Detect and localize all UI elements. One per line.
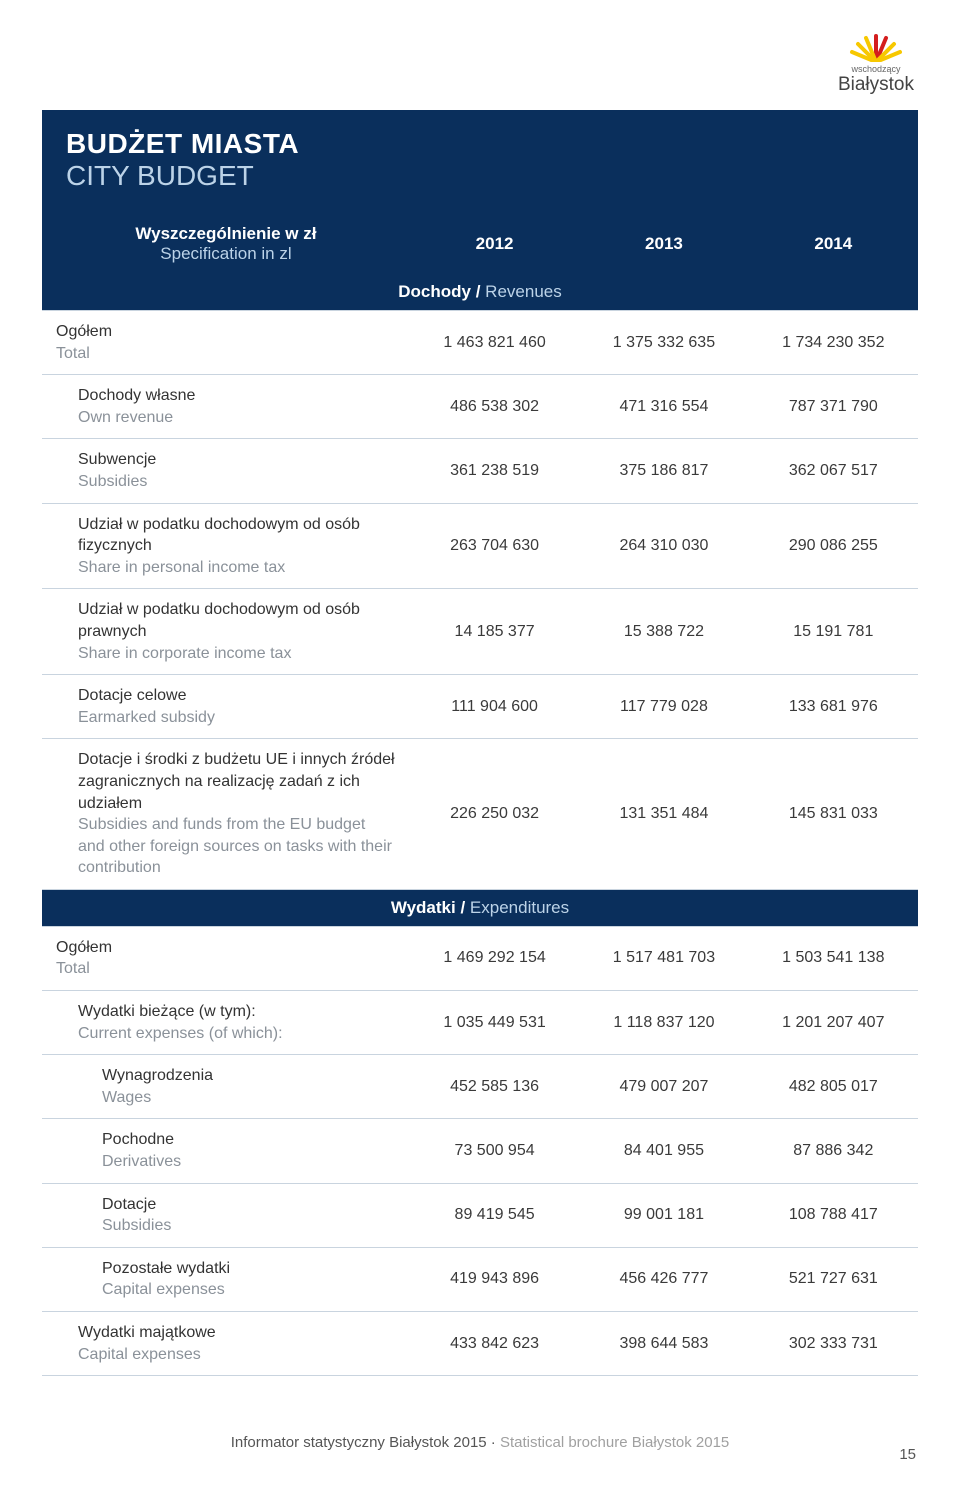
table-row: Wydatki majątkoweCapital expenses433 842… bbox=[42, 1312, 918, 1376]
row-label: SubwencjeSubsidies bbox=[42, 439, 410, 503]
cell-value: 362 067 517 bbox=[749, 439, 918, 503]
row-label: Wydatki majątkoweCapital expenses bbox=[42, 1312, 410, 1376]
cell-value: 263 704 630 bbox=[410, 503, 579, 589]
cell-value: 108 788 417 bbox=[749, 1183, 918, 1247]
cell-value: 456 426 777 bbox=[579, 1247, 748, 1311]
cell-value: 521 727 631 bbox=[749, 1247, 918, 1311]
cell-value: 479 007 207 bbox=[579, 1055, 748, 1119]
row-label: OgółemTotal bbox=[42, 926, 410, 990]
page-title-block: BUDŻET MIASTA CITY BUDGET bbox=[42, 110, 918, 214]
cell-value: 1 035 449 531 bbox=[410, 991, 579, 1055]
table-section-row: Dochody / Revenues bbox=[42, 274, 918, 311]
table-row: SubwencjeSubsidies361 238 519375 186 817… bbox=[42, 439, 918, 503]
row-label: DotacjeSubsidies bbox=[42, 1183, 410, 1247]
col-2014: 2014 bbox=[749, 214, 918, 274]
table-header-row: Wyszczególnienie w zł Specification in z… bbox=[42, 214, 918, 274]
table-row: DotacjeSubsidies89 419 54599 001 181108 … bbox=[42, 1183, 918, 1247]
col-2013: 2013 bbox=[579, 214, 748, 274]
cell-value: 452 585 136 bbox=[410, 1055, 579, 1119]
cell-value: 486 538 302 bbox=[410, 375, 579, 439]
cell-value: 15 388 722 bbox=[579, 589, 748, 675]
cell-value: 1 503 541 138 bbox=[749, 926, 918, 990]
cell-value: 1 517 481 703 bbox=[579, 926, 748, 990]
row-label: Dotacje celoweEarmarked subsidy bbox=[42, 675, 410, 739]
cell-value: 302 333 731 bbox=[749, 1312, 918, 1376]
cell-value: 1 201 207 407 bbox=[749, 991, 918, 1055]
cell-value: 482 805 017 bbox=[749, 1055, 918, 1119]
cell-value: 14 185 377 bbox=[410, 589, 579, 675]
cell-value: 1 734 230 352 bbox=[749, 311, 918, 375]
table-row: Dotacje celoweEarmarked subsidy111 904 6… bbox=[42, 675, 918, 739]
table-row: OgółemTotal1 469 292 1541 517 481 7031 5… bbox=[42, 926, 918, 990]
cell-value: 73 500 954 bbox=[410, 1119, 579, 1183]
cell-value: 111 904 600 bbox=[410, 675, 579, 739]
row-label: WynagrodzeniaWages bbox=[42, 1055, 410, 1119]
table-row: Dochody własneOwn revenue486 538 302471 … bbox=[42, 375, 918, 439]
cell-value: 99 001 181 bbox=[579, 1183, 748, 1247]
row-label: OgółemTotal bbox=[42, 311, 410, 375]
row-label: PochodneDerivatives bbox=[42, 1119, 410, 1183]
table-row: WynagrodzeniaWages452 585 136479 007 207… bbox=[42, 1055, 918, 1119]
table-row: PochodneDerivatives73 500 95484 401 9558… bbox=[42, 1119, 918, 1183]
cell-value: 398 644 583 bbox=[579, 1312, 748, 1376]
budget-table: Wyszczególnienie w zł Specification in z… bbox=[42, 214, 918, 1376]
cell-value: 1 118 837 120 bbox=[579, 991, 748, 1055]
table-section-row: Wydatki / Expenditures bbox=[42, 889, 918, 926]
cell-value: 145 831 033 bbox=[749, 739, 918, 890]
page-title-pl: BUDŻET MIASTA bbox=[66, 128, 894, 160]
table-row: Udział w podatku dochodowym od osób fizy… bbox=[42, 503, 918, 589]
cell-value: 375 186 817 bbox=[579, 439, 748, 503]
cell-value: 290 086 255 bbox=[749, 503, 918, 589]
table-row: Dotacje i środki z budżetu UE i innych ź… bbox=[42, 739, 918, 890]
cell-value: 1 469 292 154 bbox=[410, 926, 579, 990]
cell-value: 131 351 484 bbox=[579, 739, 748, 890]
row-label: Udział w podatku dochodowym od osób fizy… bbox=[42, 503, 410, 589]
col-2012: 2012 bbox=[410, 214, 579, 274]
section-label: Dochody / Revenues bbox=[42, 274, 918, 311]
cell-value: 117 779 028 bbox=[579, 675, 748, 739]
page-footer: Informator statystyczny Białystok 2015 ·… bbox=[42, 1434, 918, 1451]
page-title-en: CITY BUDGET bbox=[66, 160, 894, 192]
cell-value: 419 943 896 bbox=[410, 1247, 579, 1311]
page-number: 15 bbox=[899, 1446, 916, 1463]
row-label: Dochody własneOwn revenue bbox=[42, 375, 410, 439]
cell-value: 226 250 032 bbox=[410, 739, 579, 890]
cell-value: 264 310 030 bbox=[579, 503, 748, 589]
cell-value: 433 842 623 bbox=[410, 1312, 579, 1376]
row-label: Dotacje i środki z budżetu UE i innych ź… bbox=[42, 739, 410, 890]
table-row: OgółemTotal1 463 821 4601 375 332 6351 7… bbox=[42, 311, 918, 375]
cell-value: 1 375 332 635 bbox=[579, 311, 748, 375]
row-label: Wydatki bieżące (w tym):Current expenses… bbox=[42, 991, 410, 1055]
row-label: Pozostałe wydatkiCapital expenses bbox=[42, 1247, 410, 1311]
table-row: Wydatki bieżące (w tym):Current expenses… bbox=[42, 991, 918, 1055]
cell-value: 89 419 545 bbox=[410, 1183, 579, 1247]
footer-en: Statistical brochure Białystok 2015 bbox=[500, 1434, 729, 1451]
footer-pl: Informator statystyczny Białystok 2015 · bbox=[231, 1434, 500, 1451]
cell-value: 1 463 821 460 bbox=[410, 311, 579, 375]
col-specification: Wyszczególnienie w zł Specification in z… bbox=[42, 214, 410, 274]
cell-value: 787 371 790 bbox=[749, 375, 918, 439]
section-label: Wydatki / Expenditures bbox=[42, 889, 918, 926]
table-row: Udział w podatku dochodowym od osób praw… bbox=[42, 589, 918, 675]
cell-value: 84 401 955 bbox=[579, 1119, 748, 1183]
cell-value: 361 238 519 bbox=[410, 439, 579, 503]
row-label: Udział w podatku dochodowym od osób praw… bbox=[42, 589, 410, 675]
table-row: Pozostałe wydatkiCapital expenses419 943… bbox=[42, 1247, 918, 1311]
cell-value: 15 191 781 bbox=[749, 589, 918, 675]
cell-value: 471 316 554 bbox=[579, 375, 748, 439]
cell-value: 87 886 342 bbox=[749, 1119, 918, 1183]
cell-value: 133 681 976 bbox=[749, 675, 918, 739]
